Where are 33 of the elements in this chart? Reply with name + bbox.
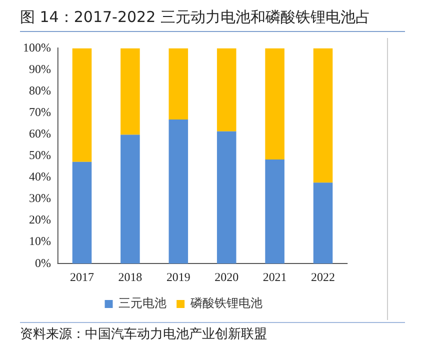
bar (72, 162, 92, 264)
y-tick-label: 0% (34, 256, 51, 270)
chart-title: 图 14：2017-2022 三元动力电池和磷酸铁锂电池占 (20, 8, 405, 32)
x-tick-label: 2019 (166, 270, 190, 284)
y-tick-label: 20% (28, 212, 51, 227)
bar (120, 134, 140, 264)
legend-label: 三元电池 (118, 296, 167, 310)
x-tick-label: 2018 (118, 270, 142, 284)
y-tick-label: 70% (28, 104, 51, 119)
y-tick-label: 30% (28, 191, 51, 206)
y-tick-label: 60% (28, 126, 51, 141)
x-tick-label: 2017 (70, 270, 94, 284)
x-tick-label: 2020 (214, 270, 239, 284)
y-tick-label: 100% (23, 40, 51, 54)
bar (216, 131, 236, 264)
y-tick-label: 90% (28, 62, 51, 76)
bar (168, 120, 188, 264)
bar (216, 48, 236, 132)
bar (313, 48, 333, 183)
bar (313, 182, 333, 264)
y-tick-label: 10% (28, 234, 51, 248)
x-tick-label: 2021 (262, 270, 287, 284)
text: 资料来源：中国汽车动力电池产业创新联盟 (20, 322, 405, 343)
bar (120, 48, 140, 135)
x-tick-label: 2022 (311, 270, 335, 284)
y-tick-label: 50% (28, 148, 51, 162)
y-tick-label: 80% (28, 83, 51, 98)
y-tick-label: 40% (28, 170, 51, 184)
bar (265, 48, 284, 160)
bar (72, 48, 92, 162)
bar (265, 160, 284, 264)
legend-label: 磷酸铁锂电池 (190, 296, 262, 310)
bar (168, 48, 188, 120)
